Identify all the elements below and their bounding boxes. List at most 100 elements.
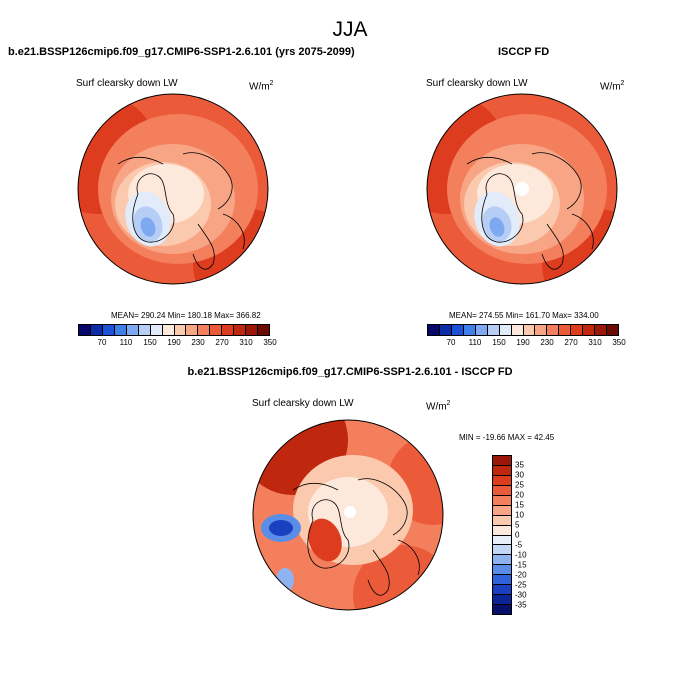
colorbar-tick-label: 15 [515,500,524,510]
colorbar-swatch [547,325,560,335]
panel1-stats: MEAN= 290.24 Min= 180.18 Max= 366.82 [111,311,261,320]
colorbar-swatch [493,456,511,466]
map-field [253,420,443,610]
colorbar-swatch [511,325,524,335]
colorbar-tick-label: -30 [515,590,527,600]
colorbar-swatch [493,495,511,506]
panel2-polar-map [426,93,618,285]
coastline [182,152,233,210]
colorbar-tick-label: -25 [515,580,527,590]
panel1-unit: W/m2 [249,80,274,93]
greenland-zone [489,217,505,237]
colorbar-swatch [439,325,452,335]
colorbar-tick-label: 10 [515,510,524,520]
colorbar-swatch [499,325,512,335]
colorbar-tick-label: 20 [515,490,524,500]
colorbar-swatch [210,325,223,335]
panel2-colorbar-labels: 70 110 150 190 230 270 310 350 [427,338,626,348]
panel3-colorbar-labels: 35 30 25 20 15 10 5 0 -5 -10 -15 -20 -25 -30 -35 [515,455,545,615]
colorbar-swatch [607,325,618,335]
panel2-unit: W/m2 [600,80,625,93]
colorbar-tick-label: 110 [468,338,482,347]
colorbar-tick-label: 150 [492,338,506,347]
colorbar-tick-label: 25 [515,480,524,490]
colorbar-swatch [523,325,536,335]
coastline [466,156,513,165]
colorbar-tick-label: -5 [515,540,523,550]
colorbar-swatch [79,325,91,335]
colorbar-swatch [493,525,511,536]
coastline [481,173,524,243]
colorbar-swatch [571,325,584,335]
map-field [78,94,268,284]
panel2-title: ISCCP FD [498,46,550,58]
colorbar-swatch [234,325,247,335]
colorbar-swatch [493,565,511,576]
colorbar-tick-label: 0 [515,530,520,540]
greenland-zone [308,518,342,562]
colorbar-swatch [493,595,511,606]
greenland-zone [140,217,156,237]
colorbar-tick-label: -20 [515,570,527,580]
panel3-polar-map [252,419,444,611]
panel1-polar-map [77,93,269,285]
season-title: JJA [332,18,368,41]
colorbar-tick-label: 350 [263,338,277,347]
map-field [427,94,617,284]
colorbar-swatch [126,325,139,335]
colorbar-tick-label: -10 [515,550,527,560]
colorbar-tick-label: -35 [515,600,527,610]
panel2-stats: MEAN= 274.55 Min= 161.70 Max= 334.00 [449,311,599,320]
panel1-colorbar-labels: 70 110 150 190 230 270 310 350 [78,338,277,348]
panel1-variable: Surf clearsky down LW [76,78,178,89]
colorbar-swatch [493,465,511,476]
colorbar-tick-label: 5 [515,520,520,530]
coastline [541,223,564,270]
coastline [397,539,420,576]
coastline [222,213,245,250]
colorbar-tick-label: 30 [515,470,524,480]
colorbar-swatch [559,325,572,335]
map-border [252,419,444,611]
colorbar-swatch [451,325,464,335]
colorbar-swatch [493,505,511,516]
colorbar-swatch [198,325,211,335]
colorbar-tick-label: 35 [515,460,524,470]
colorbar-swatch [463,325,476,335]
colorbar-swatch [258,325,269,335]
colorbar-tick-label: 110 [119,338,133,347]
coastline [192,223,215,270]
colorbar-swatch [186,325,199,335]
coastline [307,499,350,569]
coastline [571,213,594,250]
coastline [367,549,390,596]
colorbar-tick-label: 190 [516,338,530,347]
colorbar-tick-label: -15 [515,560,527,570]
colorbar-swatch [246,325,259,335]
panel1-title: b.e21.BSSP126cmip6.f09_g17.CMIP6-SSP1-2.… [8,46,355,58]
colorbar-swatch [493,545,511,556]
panel3-variable: Surf clearsky down LW [252,398,354,409]
colorbar-tick-label: 70 [446,338,456,347]
panel3-stats: MIN = -19.66 MAX = 42.45 [459,433,555,442]
colorbar-tick-label: 270 [215,338,229,347]
colorbar-swatch [493,535,511,546]
colorbar-swatch [114,325,127,335]
colorbar-swatch [90,325,103,335]
panel2-colorbar [427,324,619,336]
panel3-title: b.e21.BSSP126cmip6.f09_g17.CMIP6-SSP1-2.… [187,366,513,378]
colorbar-swatch [493,575,511,586]
colorbar-swatch [222,325,235,335]
colorbar-tick-label: 190 [167,338,181,347]
panel2-variable: Surf clearsky down LW [426,78,528,89]
colorbar-swatch [138,325,151,335]
colorbar-tick-label: 310 [588,338,602,347]
colorbar-tick-label: 230 [191,338,205,347]
colorbar-swatch [583,325,596,335]
colorbar-swatch [493,515,511,526]
colorbar-tick-label: 310 [239,338,253,347]
coastline [292,482,339,491]
colorbar-swatch [475,325,488,335]
map-border [77,93,269,285]
colorbar-swatch [595,325,608,335]
